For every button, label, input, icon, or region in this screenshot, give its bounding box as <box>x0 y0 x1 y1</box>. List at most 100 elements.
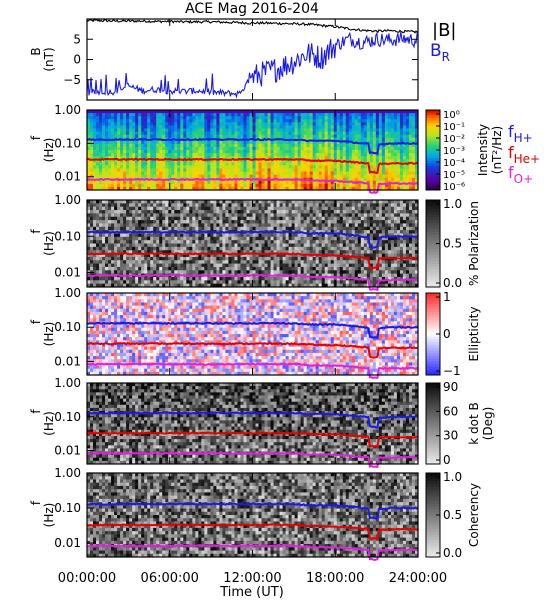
spectrogram-cell <box>123 216 127 221</box>
spectrogram-cell <box>354 134 359 139</box>
spectrogram-cell <box>141 180 145 185</box>
spectrogram-cell <box>108 223 112 228</box>
spectrogram-cell <box>105 256 109 261</box>
spectrogram-cell <box>183 174 187 179</box>
spectrogram-cell <box>306 230 311 234</box>
spectrogram-cell <box>291 159 296 163</box>
spectrogram-cell <box>246 168 250 172</box>
spectrogram-cell <box>144 165 148 169</box>
spectrogram-cell <box>126 200 130 204</box>
spectrogram-cell <box>159 280 163 285</box>
spectrogram-cell <box>333 156 338 160</box>
spectrogram-cell <box>207 162 211 166</box>
spectrogram-cell <box>132 203 136 208</box>
spectrogram-cell <box>207 131 211 136</box>
spectrogram-cell <box>195 119 199 123</box>
spectrogram-cell <box>201 200 205 204</box>
spectrogram-cell <box>168 220 172 224</box>
spectrogram-cell <box>285 131 290 136</box>
spectrogram-cell <box>195 186 199 191</box>
spectrogram-cell <box>264 134 268 139</box>
spectrogram-cell <box>252 186 256 191</box>
spectrogram-cell <box>387 186 392 191</box>
spectrogram-cell <box>333 180 338 185</box>
spectrogram-cell <box>234 246 238 251</box>
spectrogram-cell <box>249 125 253 129</box>
spectrogram-cell <box>243 263 247 268</box>
spectrogram-cell <box>348 134 353 139</box>
spectrogram-cell <box>270 200 274 204</box>
spectrogram-cell <box>279 220 283 224</box>
spectrogram-cell <box>216 165 220 169</box>
spectrogram-cell <box>285 216 290 221</box>
spectrogram-cell <box>144 143 148 148</box>
spectrogram-cell <box>186 186 190 191</box>
spectrogram-cell <box>246 246 250 251</box>
spectrogram-cell <box>87 162 91 166</box>
spectrogram-cell <box>144 260 148 264</box>
spectrogram-cell <box>297 270 302 275</box>
spectrogram-cell <box>96 168 100 172</box>
spectrogram-cell <box>102 220 106 224</box>
spectrogram-cell <box>153 200 157 204</box>
spectrogram-cell <box>312 146 317 151</box>
spectrogram-cell <box>90 131 94 136</box>
spectrogram-cell <box>351 171 356 176</box>
spectrogram-cell <box>330 168 335 172</box>
spectrogram-cell <box>180 246 184 251</box>
spectrogram-cell <box>294 243 299 248</box>
spectrogram-cell <box>261 203 265 208</box>
spectrogram-cell <box>93 122 97 126</box>
spectrogram-cell <box>90 263 94 268</box>
spectrogram-cell <box>246 162 250 166</box>
spectrogram-cell <box>87 256 91 261</box>
spectrogram-cell <box>195 162 199 166</box>
spectrogram-cell <box>255 203 259 208</box>
spectrogram-cell <box>222 246 226 251</box>
spectrogram-cell <box>309 243 314 248</box>
spectrogram-cell <box>153 263 157 268</box>
spectrogram-cell <box>312 200 317 204</box>
spectrogram-cell <box>396 171 401 176</box>
spectrogram-cell <box>378 174 383 179</box>
spectrogram-cell <box>159 256 163 261</box>
spectrogram-cell <box>351 177 356 182</box>
spectrogram-cell <box>249 236 253 241</box>
spectrogram-cell <box>99 140 103 145</box>
spectrogram-cell <box>189 156 193 160</box>
spectrogram-cell <box>129 146 133 151</box>
spectrogram-cell <box>231 200 235 204</box>
spectrogram-cell <box>105 246 109 251</box>
spectrogram-cell <box>87 280 91 285</box>
spectrogram-cell <box>276 128 280 132</box>
spectrogram-cell <box>267 253 271 258</box>
spectrogram-cell <box>192 256 196 261</box>
spectrogram-cell <box>315 174 320 179</box>
spectrogram-cell <box>300 216 305 221</box>
spectrogram-cell <box>315 150 320 154</box>
spectrogram-cell <box>102 156 106 160</box>
spectrogram-cell <box>297 200 302 204</box>
spectrogram-cell <box>306 146 311 151</box>
spectrogram-cell <box>393 134 398 139</box>
spectrogram-cell <box>255 266 259 271</box>
spectrogram-cell <box>192 263 196 268</box>
spectrogram-cell <box>309 143 314 148</box>
spectrogram-cell <box>201 276 205 281</box>
spectrogram-cell <box>93 243 97 248</box>
spectrogram-cell <box>156 134 160 139</box>
spectrogram-cell <box>399 134 404 139</box>
spectrogram-cell <box>189 171 193 176</box>
spectrogram-cell <box>159 168 163 172</box>
spectrogram-cell <box>132 213 136 218</box>
spectrogram-cell <box>321 119 326 123</box>
spectrogram-cell <box>102 253 106 258</box>
spectrogram-cell <box>303 119 308 123</box>
spectrogram-cell <box>105 153 109 157</box>
spectrogram-cell <box>249 260 253 264</box>
spectrogram-cell <box>123 174 127 179</box>
spectrogram-cell <box>234 270 238 275</box>
spectrogram-cell <box>147 250 151 254</box>
spectrogram-cell <box>96 183 100 188</box>
spectrogram-cell <box>207 174 211 179</box>
